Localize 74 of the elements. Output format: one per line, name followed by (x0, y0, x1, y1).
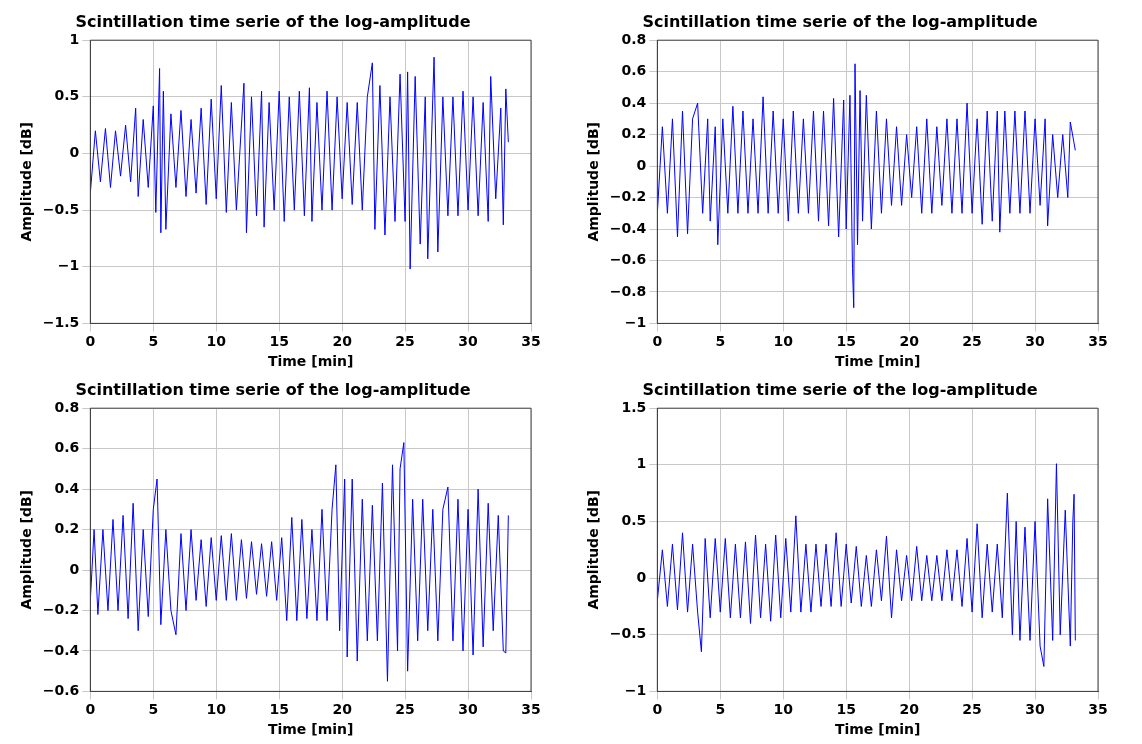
chart-title: Scintillation time serie of the log-amplitude (641, 11, 1038, 31)
x-tick-label: 0 (651, 701, 662, 718)
x-tick-label: 5 (147, 701, 158, 718)
y-tick-label: 0.4 (54, 479, 80, 496)
y-tick-label: 0.4 (621, 93, 647, 110)
x-axis-title: Time [min] (834, 721, 920, 738)
x-tick-label: 15 (268, 701, 289, 718)
y-tick-label: −1 (624, 682, 646, 699)
y-tick-label: −1 (57, 257, 79, 274)
x-tick-label: 15 (835, 333, 856, 350)
y-tick-label: 0.6 (621, 62, 646, 79)
x-tick-label: 0 (84, 701, 95, 718)
y-tick-label: −0.8 (609, 282, 646, 299)
x-tick-label: 5 (714, 701, 725, 718)
x-tick-label: 20 (331, 333, 352, 350)
x-tick-label: 20 (331, 701, 352, 718)
y-tick-label: −0.2 (42, 601, 79, 618)
x-tick-label: 10 (772, 701, 793, 718)
y-tick-label: 0.2 (621, 125, 646, 142)
x-axis-title: Time [min] (267, 721, 353, 738)
y-tick-label: −1.5 (42, 314, 79, 331)
x-tick-label: 15 (835, 701, 856, 718)
x-tick-label: 25 (394, 701, 415, 718)
y-tick-label: 1.5 (621, 398, 646, 415)
x-tick-label: 20 (898, 333, 919, 350)
x-tick-label: 5 (714, 333, 725, 350)
x-tick-label: 35 (1087, 701, 1108, 718)
x-tick-label: 10 (205, 333, 226, 350)
x-tick-label: 20 (898, 701, 919, 718)
y-tick-label: −0.4 (609, 219, 647, 236)
x-tick-label: 5 (147, 333, 158, 350)
y-tick-label: −0.6 (609, 251, 646, 268)
x-tick-label: 0 (84, 333, 95, 350)
y-axis-title: Amplitude [dB] (17, 490, 34, 610)
x-tick-label: 30 (457, 333, 478, 350)
x-tick-label: 25 (961, 701, 982, 718)
y-axis-title: Amplitude [dB] (584, 490, 601, 610)
chart-title: Scintillation time serie of the log-amplitude (74, 379, 471, 399)
y-axis-title: Amplitude [dB] (17, 122, 34, 242)
x-tick-label: 30 (457, 701, 478, 718)
x-tick-label: 35 (520, 333, 541, 350)
y-tick-label: 0 (636, 568, 647, 585)
y-tick-label: 0 (69, 560, 80, 577)
chart-title: Scintillation time serie of the log-amplitude (74, 11, 471, 31)
x-axis-title: Time [min] (834, 353, 920, 370)
y-axis-title: Amplitude [dB] (584, 122, 601, 242)
y-tick-label: −0.5 (609, 625, 646, 642)
y-tick-label: 0.5 (54, 87, 79, 104)
y-tick-label: −0.4 (42, 641, 80, 658)
x-tick-label: 30 (1024, 701, 1045, 718)
x-tick-label: 15 (268, 333, 289, 350)
x-tick-label: 10 (205, 701, 226, 718)
chart-title: Scintillation time serie of the log-amplitude (641, 379, 1038, 399)
x-tick-label: 25 (394, 333, 415, 350)
y-tick-label: 0.6 (54, 439, 79, 456)
y-tick-label: −1 (624, 314, 646, 331)
x-tick-label: 25 (961, 333, 982, 350)
y-tick-label: 0.2 (54, 520, 79, 537)
y-tick-label: −0.6 (42, 682, 79, 699)
y-tick-label: 0.8 (54, 398, 79, 415)
x-tick-label: 0 (651, 333, 662, 350)
x-tick-label: 35 (520, 701, 541, 718)
y-tick-label: 1 (636, 455, 646, 472)
x-tick-label: 35 (1087, 333, 1108, 350)
y-tick-label: 1 (69, 30, 79, 47)
y-tick-label: −0.5 (42, 200, 79, 217)
x-tick-label: 30 (1024, 333, 1045, 350)
y-tick-label: 0 (69, 144, 80, 161)
x-tick-label: 10 (772, 333, 793, 350)
y-tick-label: 0 (636, 156, 647, 173)
y-tick-label: −0.2 (609, 188, 646, 205)
y-tick-label: 0.5 (621, 512, 646, 529)
y-tick-label: 0.8 (621, 30, 646, 47)
x-axis-title: Time [min] (267, 353, 353, 370)
